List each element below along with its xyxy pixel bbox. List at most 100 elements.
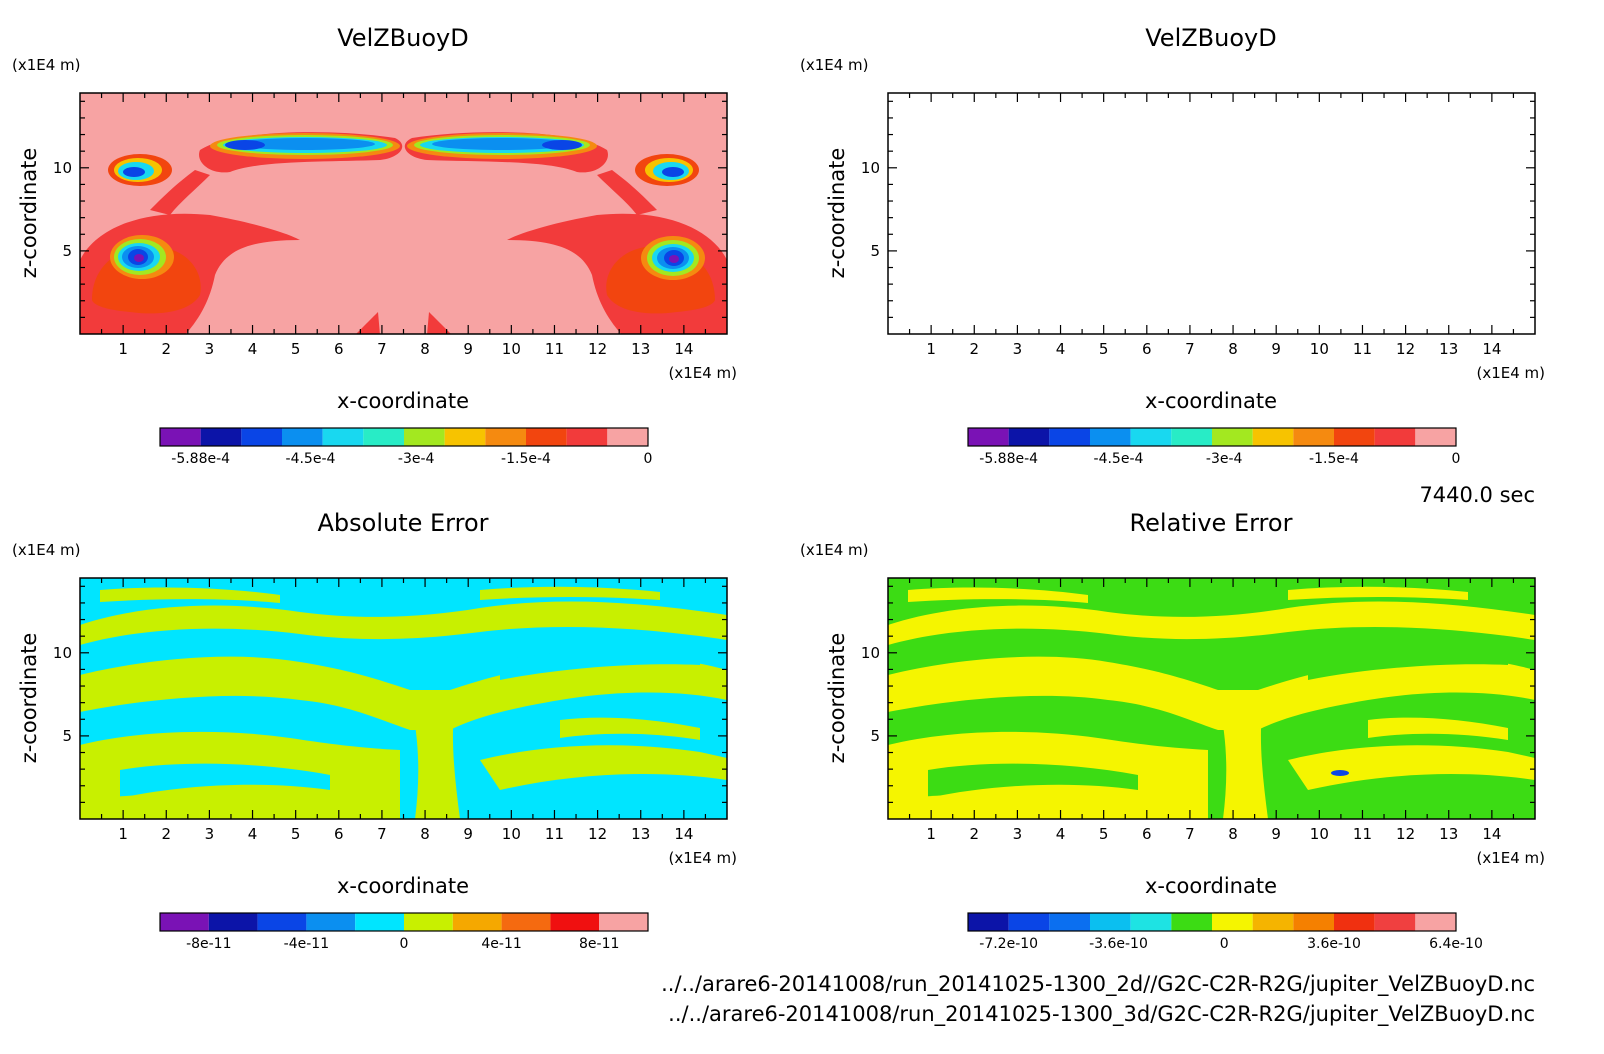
y-tick-label: 5 [870,242,880,260]
colorbar-swatch [968,913,1009,931]
contour-field [888,93,1535,335]
x-tick-label: 2 [969,825,979,843]
colorbar-swatch [452,913,502,931]
colorbar-tick-label: 8e-11 [579,936,619,952]
colorbar: -5.88e-4 -4.5e-4 -3e-4 -1.5e-4 0 [967,427,1460,467]
x-tick-label: 13 [1439,340,1458,358]
x-tick-label: 9 [1271,340,1281,358]
x-tick-label: 11 [545,340,564,358]
x-tick-label: 10 [1310,340,1329,358]
colorbar-swatch [1130,428,1172,446]
x-tick-label: 2 [161,825,171,843]
y-axis-label: z-coordinate [17,633,41,764]
colorbar-tick-label: 0 [400,936,409,952]
x-tick-label: 12 [1396,825,1415,843]
x-tick-label: 14 [1482,825,1501,843]
colorbar-swatch [322,428,364,446]
colorbar-tick-label: -1.5e-4 [1309,451,1359,467]
colorbar-swatch [241,428,282,446]
panel-title: VelZBuoyD [1145,24,1276,52]
colorbar-swatch [282,428,323,446]
x-tick-label: 12 [588,825,607,843]
panel-title: Absolute Error [317,509,488,537]
file-path-3d: ../../arare6-20141008/run_20141025-1300_… [668,1002,1535,1027]
x-tick-label: 10 [502,340,521,358]
colorbar-tick-label: -4.5e-4 [286,451,336,467]
x-tick-label: 2 [161,340,171,358]
colorbar-swatch [1415,428,1456,446]
x-tick-label: 8 [1228,825,1238,843]
colorbar-swatch [306,913,356,931]
x-tick-label: 5 [1099,340,1109,358]
colorbar-swatch [485,428,526,446]
colorbar-swatch [1049,428,1090,446]
time-label: 7440.0 sec [1419,483,1535,507]
y-tick-label: 10 [861,159,880,177]
colorbar-tick-label: -5.88e-4 [979,451,1038,467]
y-tick-label: 10 [53,159,72,177]
y-tick-label: 5 [870,727,880,745]
x-tick-label: 10 [502,825,521,843]
x-unit-label: (x1E4 m) [668,364,737,382]
colorbar-swatch [1252,913,1294,931]
colorbar-swatch [1293,913,1334,931]
panel-title: VelZBuoyD [337,24,468,52]
colorbar-swatch [607,428,648,446]
x-tick-label: 14 [1482,340,1501,358]
colorbar-tick-label: 0 [1220,936,1229,952]
colorbar-swatch [566,428,608,446]
colorbar-tick-label: 0 [644,451,653,467]
contour-field [80,93,727,334]
x-tick-label: 8 [420,340,430,358]
x-unit-label: (x1E4 m) [668,849,737,867]
colorbar: -5.88e-4 -4.5e-4 -3e-4 -1.5e-4 0 [159,427,653,467]
colorbar-swatch [1374,913,1416,931]
y-unit-label: (x1E4 m) [12,56,81,74]
colorbar-swatch [1171,913,1212,931]
colorbar-tick-label: -4e-11 [284,936,329,952]
x-tick-label: 9 [463,340,473,358]
colorbar-swatch [1212,428,1253,446]
colorbar-swatch [1415,913,1456,931]
x-tick-label: 7 [377,340,387,358]
x-tick-label: 6 [334,825,344,843]
colorbar-swatch [1374,428,1416,446]
colorbar-tick-label: 4e-11 [481,936,521,952]
colorbar-swatch [1334,428,1375,446]
x-tick-label: 1 [118,340,128,358]
colorbar-frame [159,912,649,932]
x-tick-label: 5 [1099,825,1109,843]
colorbar-tick-label: 3.6e-10 [1307,936,1361,952]
panel-absolute-error: Absolute Error (x1E4 m) 1 2 3 4 5 6 7 8 9 10 11 12 1… [12,509,737,952]
colorbar-swatch [1008,428,1050,446]
x-tick-label: 1 [926,825,936,843]
x-tick-label: 3 [205,340,215,358]
x-tick-label: 6 [334,340,344,358]
colorbar-swatch [160,913,209,931]
x-tick-label: 14 [674,825,693,843]
x-tick-label: 1 [926,340,936,358]
x-tick-label: 13 [631,825,650,843]
x-tick-label: 4 [1056,825,1066,843]
colorbar-swatch [257,913,307,931]
colorbar-swatch [1171,428,1212,446]
colorbar-tick-label: -4.5e-4 [1094,451,1144,467]
colorbar-swatch [968,428,1009,446]
x-tick-label: 4 [248,340,258,358]
colorbar-tick-label: -7.2e-10 [979,936,1038,952]
colorbar-swatch [1130,913,1172,931]
panel-relative-error: Relative Error (x1E4 m) 1 2 3 4 5 6 7 8 9 10 11 12 1… [800,509,1545,952]
x-tick-label: 7 [377,825,387,843]
x-tick-label: 6 [1142,340,1152,358]
x-tick-label: 13 [631,340,650,358]
colorbar-swatch [355,913,404,931]
y-tick-label: 10 [53,644,72,662]
colorbar-swatch [208,913,258,931]
x-unit-label: (x1E4 m) [1476,849,1545,867]
colorbar: -8e-11 -4e-11 0 4e-11 8e-11 [159,912,649,952]
colorbar: -7.2e-10 -3.6e-10 0 3.6e-10 6.4e-10 [967,912,1483,952]
colorbar-swatch [550,913,600,931]
panel-velzbuoyd-3d: VelZBuoyD (x1E4 m) [800,24,1545,467]
